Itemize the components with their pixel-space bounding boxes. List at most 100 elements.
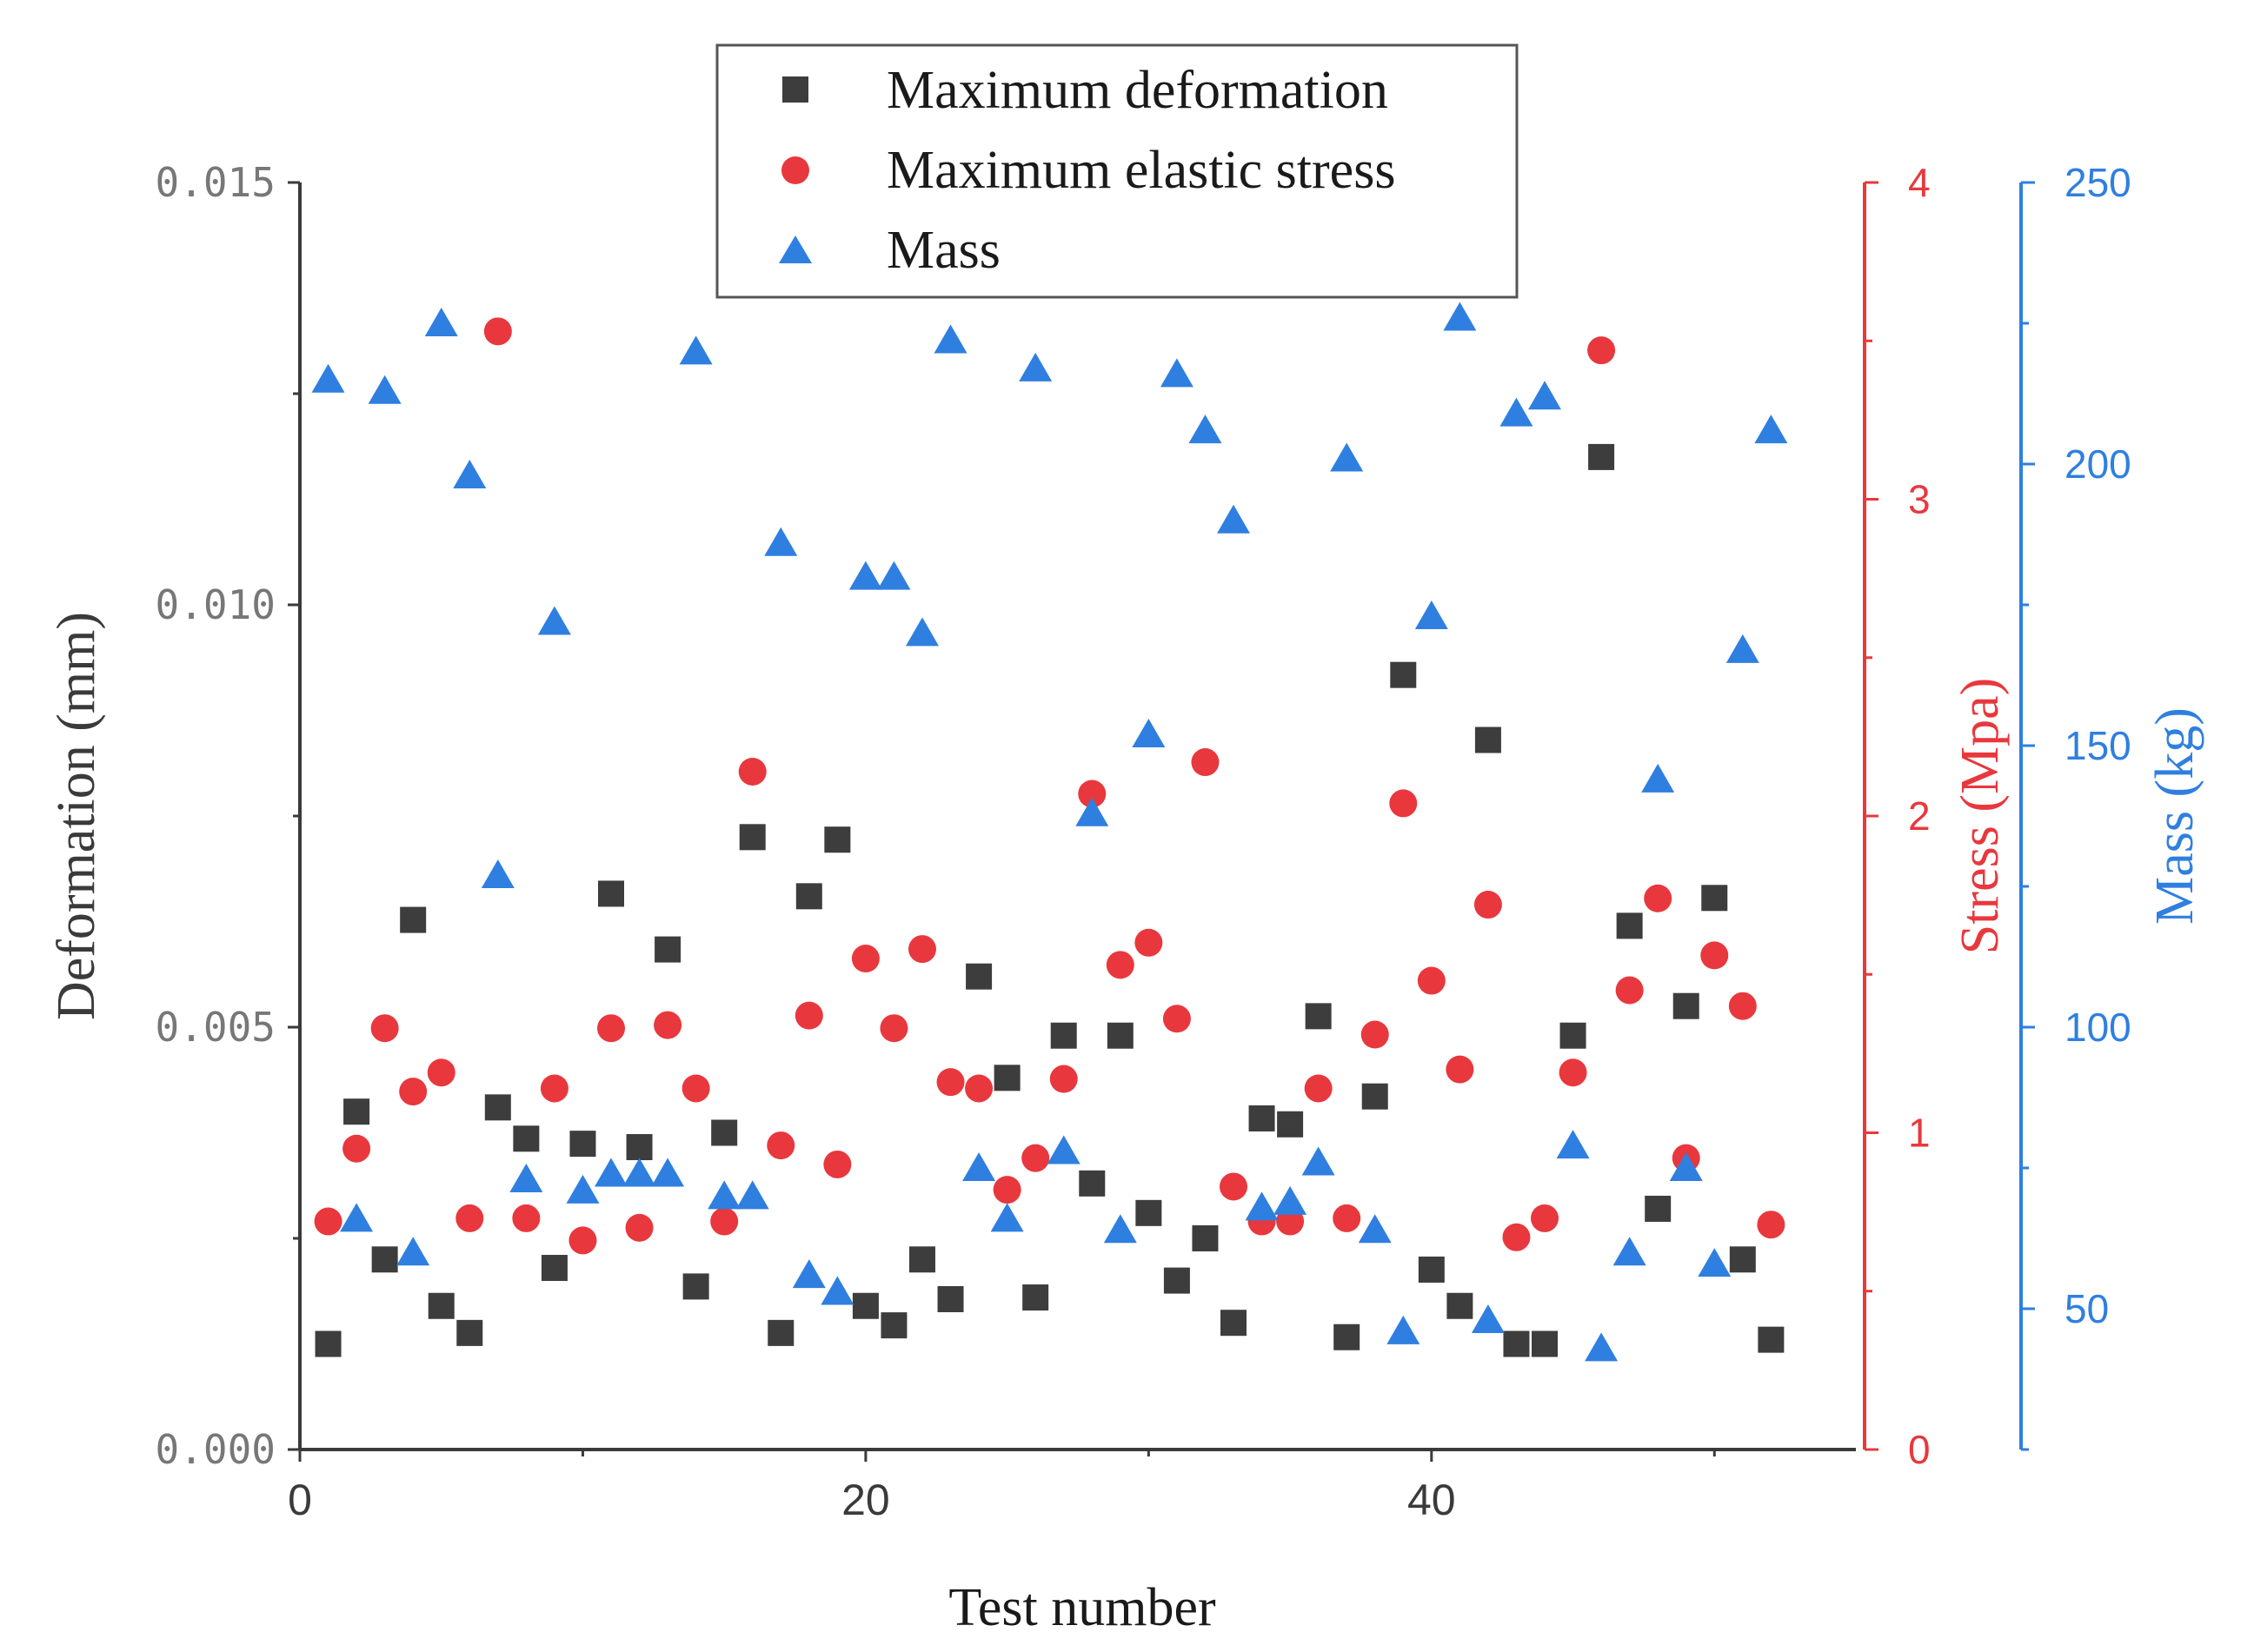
mass-point: [1047, 1135, 1080, 1164]
deformation-point: [1277, 1111, 1304, 1138]
stress-point: [851, 945, 880, 973]
stress-point: [965, 1074, 994, 1103]
mass-point: [1132, 719, 1166, 748]
mass-point: [1330, 442, 1364, 472]
stress-point: [1333, 1204, 1361, 1232]
stress-point: [993, 1176, 1021, 1204]
deformation-point: [1503, 1330, 1530, 1357]
stress-point: [1587, 336, 1616, 365]
deformation-point: [937, 1285, 964, 1312]
deformation-point: [1588, 443, 1615, 470]
deformation-point: [569, 1131, 596, 1158]
x-axis-title: Test number: [948, 1578, 1216, 1637]
x-tick-label: 0: [288, 1476, 312, 1524]
mass-point: [368, 375, 402, 404]
stress-point: [880, 1014, 908, 1043]
mass-point: [1585, 1332, 1619, 1362]
stress-tick-label: 4: [1908, 160, 1931, 205]
stress-point: [1502, 1223, 1531, 1251]
deformation-point: [1050, 1022, 1077, 1049]
deformation-point: [315, 1330, 342, 1357]
mass-point: [877, 561, 911, 590]
mass-point: [934, 324, 967, 354]
mass-point: [1358, 1214, 1392, 1244]
deformation-point: [1616, 912, 1643, 939]
mass-point: [821, 1276, 854, 1305]
mass-point: [679, 335, 713, 365]
stress-tick-label: 3: [1908, 477, 1931, 522]
stress-point: [738, 757, 767, 786]
stress-point: [1162, 1005, 1191, 1033]
stress-point: [1049, 1065, 1078, 1093]
mass-point: [1245, 1191, 1279, 1221]
mass-point: [1471, 1304, 1505, 1333]
deformation-point: [1701, 885, 1728, 912]
deformation-point: [824, 826, 851, 853]
deformation-point: [994, 1065, 1021, 1091]
stress-point: [936, 1068, 965, 1097]
mass-point: [509, 1163, 543, 1192]
stress-point: [1134, 928, 1163, 957]
stress-point: [399, 1078, 428, 1106]
deformation-point: [513, 1125, 540, 1152]
mass-point: [1273, 1185, 1307, 1215]
stress-tick-label: 1: [1908, 1111, 1931, 1156]
mass-point: [1019, 352, 1053, 381]
mass-point: [1641, 763, 1675, 793]
stress-point: [1304, 1074, 1333, 1103]
stress-point: [654, 1011, 682, 1039]
stress-point: [1644, 884, 1672, 912]
stress-point: [483, 317, 512, 346]
deformation-point: [1418, 1256, 1445, 1283]
mass-tick-label: 200: [2065, 441, 2131, 487]
deformation-point: [909, 1246, 935, 1273]
deformation-point: [1163, 1267, 1190, 1294]
x-tick-label: 20: [841, 1476, 890, 1524]
mass-point: [1103, 1214, 1137, 1244]
deformation-point: [768, 1319, 795, 1346]
legend-marker-deformation: [782, 76, 808, 103]
mass-point: [1160, 358, 1193, 388]
mass-point: [1556, 1130, 1590, 1159]
deformation-point: [598, 880, 624, 907]
mass-point: [311, 363, 345, 393]
deformation-point: [1022, 1284, 1049, 1311]
stress-point: [908, 935, 936, 964]
stress-point: [597, 1014, 625, 1043]
stress-point: [1389, 789, 1418, 818]
legend-label-deformation: Maximum deformation: [887, 61, 1388, 120]
deformation-point: [1107, 1022, 1134, 1049]
stress-point: [427, 1058, 455, 1087]
legend-marker-stress: [781, 156, 809, 184]
mass-point: [1754, 415, 1788, 444]
deformation-point: [655, 936, 682, 963]
stress-tick-label: 2: [1908, 793, 1931, 839]
stress-point: [625, 1213, 654, 1242]
legend-marker-mass: [779, 236, 812, 263]
deformation-point: [1758, 1326, 1785, 1353]
mass-point: [481, 859, 515, 889]
mass-point: [424, 308, 458, 336]
deformation-point: [1532, 1330, 1558, 1357]
deformation-tick-label: 0.010: [156, 581, 276, 628]
stress-point: [767, 1131, 795, 1160]
deformation-point: [1446, 1292, 1473, 1319]
stress-point: [682, 1074, 710, 1103]
deformation-point: [400, 906, 427, 933]
deformation-point: [1361, 1083, 1388, 1110]
deformation-point: [795, 883, 822, 910]
mass-tick-label: 50: [2065, 1286, 2109, 1331]
mass-tick-label: 250: [2065, 160, 2131, 205]
mass-point: [708, 1180, 741, 1210]
mass-point: [792, 1259, 826, 1289]
mass-point: [1414, 600, 1448, 629]
y-axis-title-deformation: Deformation (mm): [47, 612, 106, 1020]
legend-box: [715, 43, 1519, 299]
stress-point: [1531, 1204, 1559, 1232]
deformation-point: [881, 1312, 908, 1339]
mass-point: [651, 1158, 685, 1187]
mass-point: [990, 1203, 1024, 1232]
mass-point: [396, 1237, 430, 1266]
stress-point: [1021, 1144, 1050, 1172]
